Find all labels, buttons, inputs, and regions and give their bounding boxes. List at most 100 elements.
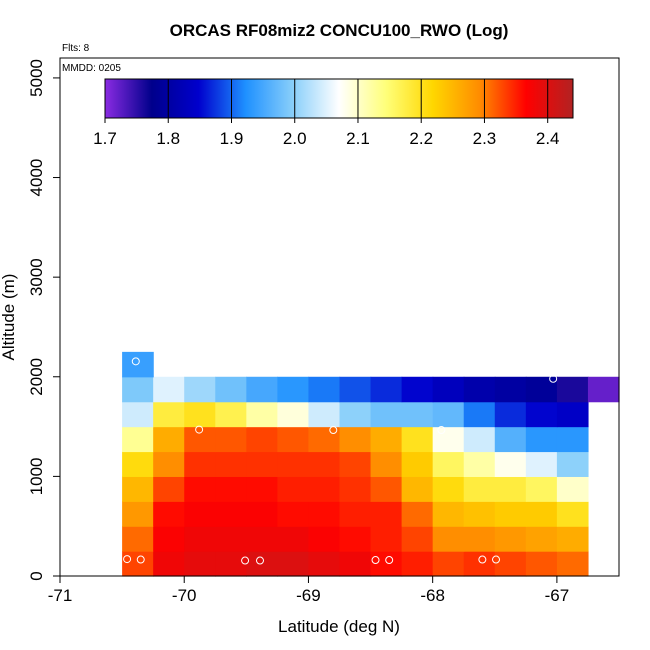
heatmap-cell: [525, 426, 558, 453]
heatmap-cell: [432, 551, 465, 577]
heatmap-cells: [122, 351, 620, 577]
flight-point: [478, 555, 487, 564]
x-tick-label: -69: [296, 586, 321, 605]
heatmap-cell: [215, 401, 247, 428]
y-tick-label: 5000: [27, 59, 46, 97]
heatmap-cell: [122, 426, 154, 453]
flight-point: [123, 555, 132, 564]
heatmap-cell: [339, 526, 372, 552]
date-label: MMDD: 0205: [62, 63, 121, 74]
heatmap-cell: [184, 501, 216, 527]
flight-point: [437, 426, 446, 435]
heatmap-cell: [246, 526, 278, 552]
y-axis-label: Altitude (m): [0, 274, 18, 361]
heatmap-cell: [308, 376, 341, 403]
heatmap-cell: [122, 526, 154, 552]
heatmap-cell: [246, 476, 278, 502]
heatmap-cell: [525, 451, 558, 477]
heatmap-cell: [277, 551, 310, 577]
heatmap-cell: [308, 526, 341, 552]
heatmap-cell: [339, 476, 372, 502]
heatmap-cell: [525, 551, 558, 577]
heatmap-cell: [153, 526, 185, 552]
heatmap-cell: [184, 526, 216, 552]
heatmap-cell: [463, 376, 496, 403]
heatmap-cell: [463, 476, 496, 502]
heatmap-cell: [525, 401, 558, 428]
heatmap-cell: [184, 551, 216, 577]
flight-point: [241, 556, 250, 565]
heatmap-cell: [339, 501, 372, 527]
heatmap-cell: [432, 376, 465, 403]
y-tick-label: 1000: [27, 457, 46, 495]
x-tick-label: -67: [545, 586, 570, 605]
heatmap-cell: [370, 451, 403, 477]
heatmap-cell: [277, 476, 310, 502]
heatmap-cell: [246, 501, 278, 527]
heatmap-cell: [215, 526, 247, 552]
heatmap-cell: [339, 376, 372, 403]
heatmap-cell: [277, 376, 310, 403]
heatmap-cell: [556, 451, 589, 477]
heatmap-cell: [587, 376, 620, 403]
heatmap-cell: [308, 501, 341, 527]
heatmap-cell: [122, 451, 154, 477]
heatmap-cell: [184, 476, 216, 502]
heatmap-cell: [215, 451, 247, 477]
heatmap-cell: [370, 501, 403, 527]
heatmap-cell: [556, 401, 589, 428]
heatmap-cell: [432, 401, 465, 428]
colorbar-tick-label: 2.2: [409, 129, 433, 148]
heatmap-cell: [401, 476, 434, 502]
colorbar-tick-label: 2.4: [536, 129, 560, 148]
heatmap-cell: [308, 451, 341, 477]
heatmap-cell: [463, 451, 496, 477]
heatmap-cell: [153, 551, 185, 577]
heatmap-cell: [153, 426, 185, 453]
heatmap-cell: [494, 376, 527, 403]
heatmap-cell: [494, 426, 527, 453]
heatmap-cell: [401, 401, 434, 428]
heatmap-cell: [401, 501, 434, 527]
y-tick-label: 4000: [27, 159, 46, 197]
heatmap-cell: [246, 401, 278, 428]
flight-point: [492, 555, 501, 564]
x-tick-label: -71: [48, 586, 73, 605]
heatmap-cell: [153, 476, 185, 502]
heatmap-cell: [184, 376, 216, 403]
heatmap-cell: [370, 426, 403, 453]
flight-point: [385, 556, 394, 565]
flights-count-label: Flts: 8: [62, 43, 90, 54]
heatmap-cell: [556, 426, 589, 453]
heatmap-cell: [339, 401, 372, 428]
heatmap-cell: [277, 426, 310, 453]
heatmap-cell: [401, 551, 434, 577]
heatmap-cell: [432, 451, 465, 477]
heatmap-cell: [463, 526, 496, 552]
heatmap-cell: [215, 551, 247, 577]
heatmap-cell: [308, 426, 341, 453]
chart-title: ORCAS RF08miz2 CONCU100_RWO (Log): [170, 21, 509, 40]
heatmap-cell: [494, 526, 527, 552]
heatmap-cell: [463, 426, 496, 453]
y-tick-label: 0: [27, 571, 46, 580]
colorbar-tick-label: 1.7: [93, 129, 117, 148]
heatmap-cell: [339, 426, 372, 453]
flight-point: [371, 556, 380, 565]
heatmap-cell: [370, 401, 403, 428]
heatmap-cell: [339, 451, 372, 477]
colorbar: 1.7 1.8 1.9 2.0 2.1 2.2 2.3 2.4: [93, 78, 574, 148]
heatmap-cell: [525, 501, 558, 527]
flight-point: [195, 425, 204, 434]
colorbar-tick-label: 2.1: [346, 129, 370, 148]
heatmap-cell: [308, 551, 341, 577]
heatmap-cell: [215, 476, 247, 502]
heatmap-cell: [556, 376, 589, 403]
heatmap-cell: [556, 551, 589, 577]
heatmap-cell: [556, 501, 589, 527]
heatmap-cell: [525, 526, 558, 552]
heatmap-cell: [432, 476, 465, 502]
heatmap-cell: [277, 526, 310, 552]
colorbar-gradient: [104, 78, 574, 119]
heatmap-cell: [370, 476, 403, 502]
